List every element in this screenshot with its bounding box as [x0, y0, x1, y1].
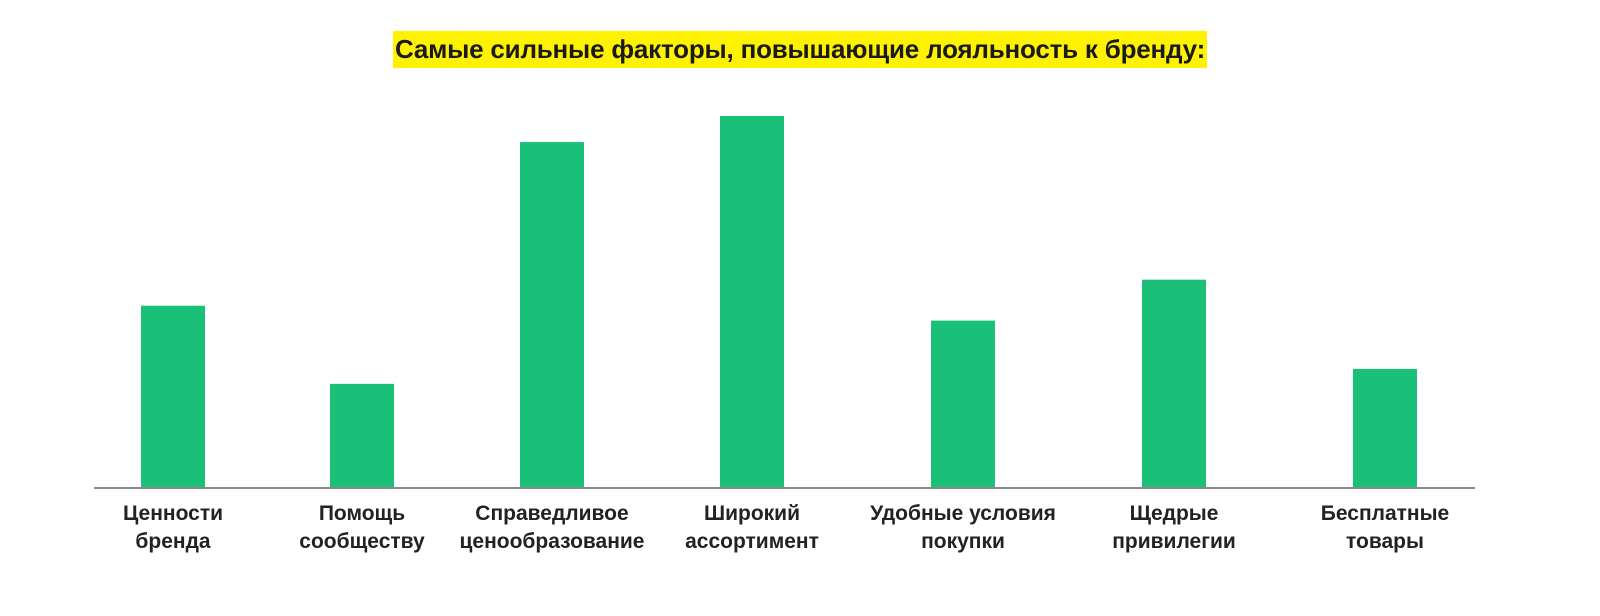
category-label-line: Ценности: [123, 502, 223, 525]
category-label-line: Удобные условия: [870, 502, 1056, 525]
category-label-line: товары: [1346, 530, 1424, 553]
category-label-line: Бесплатные: [1321, 502, 1449, 525]
category-labels-group: Ценности бренда Помощь сообществу Справедлив…: [123, 502, 1449, 553]
category-label-line: Справедливое: [475, 502, 628, 525]
category-label-line: Широкий: [704, 502, 800, 525]
category-label-line: покупки: [921, 530, 1005, 553]
category-label-2: Помощь сообществу: [299, 502, 425, 553]
bar-3: [520, 142, 584, 489]
category-label-line: бренда: [135, 530, 210, 553]
chart-title: Самые сильные факторы, повышающие лояльн…: [392, 31, 1208, 68]
category-label-5: Удобные условия покупки: [870, 502, 1056, 553]
category-label-3: Справедливое ценообразование: [460, 502, 645, 553]
category-label-6: Щедрые привилегии: [1112, 502, 1236, 553]
category-label-line: ценообразование: [460, 530, 645, 553]
bars-group: [141, 116, 1417, 489]
category-label-line: Помощь: [319, 502, 405, 525]
category-label-1: Ценности бренда: [123, 502, 223, 553]
category-label-line: сообществу: [299, 530, 425, 553]
bar-1: [141, 305, 205, 488]
category-label-line: привилегии: [1112, 530, 1236, 553]
category-label-4: Широкий ассортимент: [685, 502, 819, 553]
category-label-line: Щедрые: [1130, 502, 1219, 525]
category-label-line: ассортимент: [685, 530, 819, 553]
bar-6: [1142, 279, 1206, 488]
bar-5: [931, 320, 995, 488]
category-label-7: Бесплатные товары: [1321, 502, 1449, 553]
bar-2: [330, 383, 394, 488]
bar-7: [1353, 368, 1417, 488]
bar-4: [720, 116, 784, 488]
